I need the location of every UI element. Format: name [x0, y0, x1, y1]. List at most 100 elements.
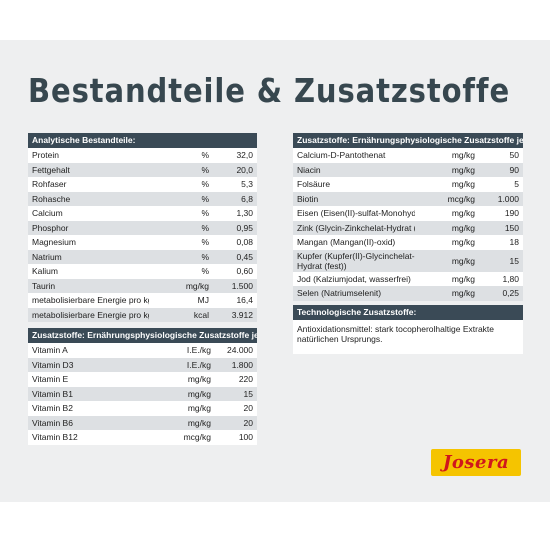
table-row: Niacin mg/kg 90 [293, 162, 523, 177]
row-name: Biotin [297, 193, 319, 204]
row-name: Rohfaser [32, 179, 67, 189]
row-name: Kupfer (Kupfer(II)-Glycinchelat-Hydrat (… [297, 250, 415, 271]
table-row: Rohasche% 6,8 [28, 191, 257, 206]
table-row: Kalium% 0,60 [28, 264, 257, 279]
row-unit: mg/kg [187, 388, 211, 399]
table-row: Mangan (Mangan(II)-oxid) mg/kg 18 [293, 235, 523, 250]
table-header: Zusatzstoffe: Ernährungsphysiologische Z… [293, 133, 523, 148]
table-row: metabolisierbare Energie pro kg MJ 16,4 [28, 293, 257, 308]
row-name: Rohasche [32, 193, 71, 204]
table-row: Zink (Glycin-Zinkchelat-Hydrat (fest)) mg… [293, 220, 523, 235]
row-unit: mg/kg [451, 164, 475, 175]
row-name: Mangan (Mangan(II)-oxid) [297, 237, 396, 247]
row-unit: % [201, 237, 209, 247]
table-row: Vitamin E mg/kg 220 [28, 372, 257, 387]
row-unit: % [201, 193, 209, 204]
row-unit: mcg/kg [183, 432, 211, 442]
row-name: Folsäure [297, 179, 331, 189]
row-value: 3.912 [231, 309, 253, 320]
row-name: Eisen (Eisen(II)-sulfat-Monohydrat) [297, 208, 415, 218]
row-name: metabolisierbare Energie pro kg [32, 295, 149, 305]
row-unit: % [201, 179, 209, 189]
row-unit: mg/kg [451, 237, 475, 247]
row-name: Natrium [32, 251, 62, 262]
row-unit: % [201, 150, 209, 160]
row-value: 20 [243, 403, 253, 413]
table-row: metabolisierbare Energie pro kg kcal 3.912 [28, 307, 257, 322]
table-row: Biotin mcg/kg 1.000 [293, 191, 523, 206]
row-unit: % [201, 266, 209, 276]
table-row: Vitamin D3 I.E./kg 1.800 [28, 357, 257, 372]
row-value: 100 [238, 432, 253, 442]
row-value: 1,80 [502, 273, 519, 284]
vitamine-table: Zusatzstoffe: Ernährungsphysiologische Z… [28, 328, 257, 445]
row-name: Calcium [32, 208, 63, 218]
table-row: Kupfer (Kupfer(II)-Glycinchelat-Hydrat (… [293, 249, 523, 272]
row-name: Fettgehalt [32, 164, 70, 175]
row-name: Vitamin A [32, 345, 68, 355]
row-value: 1.500 [231, 280, 253, 291]
row-name: Vitamin B12 [32, 432, 78, 442]
table-row: Vitamin B12 mcg/kg 100 [28, 430, 257, 445]
row-unit: I.E./kg [186, 345, 211, 355]
table-row: Vitamin B2 mg/kg 20 [28, 401, 257, 416]
technologische-zusatzstoffe-table: Technologische Zusatzstoffe: Antioxidati… [293, 305, 523, 354]
table-header: Technologische Zusatzstoffe: [293, 305, 523, 320]
table-row: Calcium% 1,30 [28, 206, 257, 221]
table-row: Jod (Kalziumjodat, wasserfrei) mg/kg 1,80 [293, 272, 523, 287]
row-value: 15 [243, 388, 253, 399]
table-row: Rohfaser% 5,3 [28, 177, 257, 192]
row-value: 6,8 [241, 193, 253, 204]
row-value: 1.000 [497, 193, 519, 204]
technologische-text: Antioxidationsmittel: stark tocopherolha… [297, 324, 495, 344]
table-row: Vitamin B6 mg/kg 20 [28, 415, 257, 430]
row-unit: % [201, 222, 209, 233]
table-row: Vitamin A I.E./kg 24.000 [28, 343, 257, 358]
row-value: 20,0 [236, 164, 253, 175]
analytische-bestandteile-table: Analytische Bestandteile: Protein% 32,0 Fe… [28, 133, 257, 322]
table-row: Natrium% 0,45 [28, 249, 257, 264]
row-value: 50 [509, 150, 519, 160]
row-value: 16,4 [236, 295, 253, 305]
row-unit: mg/kg [451, 150, 475, 160]
row-unit: mg/kg [451, 208, 475, 218]
josera-logo: Josera [431, 449, 521, 476]
logo-text: Josera [442, 452, 510, 473]
row-unit: mg/kg [187, 374, 211, 384]
row-name: Zink (Glycin-Zinkchelat-Hydrat (fest)) [297, 222, 415, 233]
row-name: Calcium-D-Pantothenat [297, 150, 386, 160]
row-name: Magnesium [32, 237, 76, 247]
row-unit: mg/kg [451, 255, 475, 266]
row-name: Vitamin B6 [32, 417, 73, 428]
row-value: 18 [509, 237, 519, 247]
table-header: Zusatzstoffe: Ernährungsphysiologische Z… [28, 328, 257, 343]
row-name: Jod (Kalziumjodat, wasserfrei) [297, 273, 411, 284]
table-header: Analytische Bestandteile: [28, 133, 257, 148]
table-row: Folsäure mg/kg 5 [293, 177, 523, 192]
row-value: 1,30 [236, 208, 253, 218]
table-row: Eisen (Eisen(II)-sulfat-Monohydrat) mg/kg… [293, 206, 523, 221]
table-row: Vitamin B1 mg/kg 15 [28, 386, 257, 401]
row-value: 0,45 [236, 251, 253, 262]
row-unit: mg/kg [451, 273, 475, 284]
row-unit: kcal [193, 309, 209, 320]
row-unit: % [201, 251, 209, 262]
row-value: 0,60 [236, 266, 253, 276]
row-value: 0,95 [236, 222, 253, 233]
row-value: 5,3 [241, 179, 253, 189]
row-name: Selen (Natriumselenit) [297, 288, 382, 298]
row-unit: % [201, 208, 209, 218]
row-value: 0,25 [502, 288, 519, 298]
row-value: 1.800 [231, 359, 253, 370]
row-name: Phosphor [32, 222, 69, 233]
row-value: 15 [509, 255, 519, 266]
row-name: Taurin [32, 280, 56, 291]
row-name: Protein [32, 150, 59, 160]
row-unit: MJ [197, 295, 209, 305]
table-row: Fettgehalt% 20,0 [28, 162, 257, 177]
row-unit: mg/kg [185, 280, 209, 291]
row-value: 0,08 [236, 237, 253, 247]
page-title: Bestandteile & Zusatzstoffe [28, 71, 511, 110]
table-row: Magnesium% 0,08 [28, 235, 257, 250]
row-unit: mg/kg [187, 403, 211, 413]
